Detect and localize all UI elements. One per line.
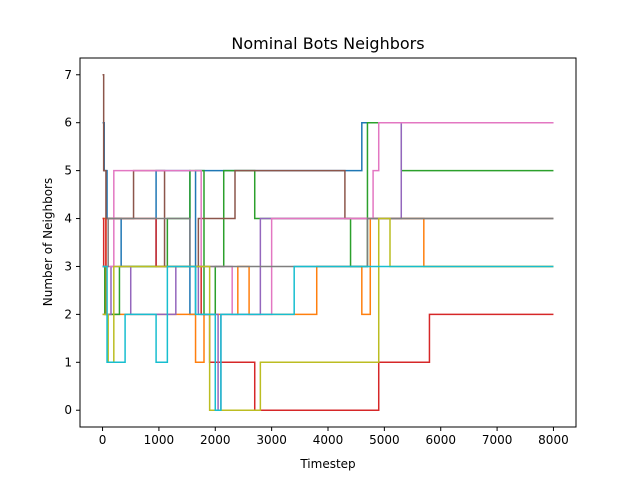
- x-tick-label: 4000: [313, 433, 344, 447]
- x-tick-label: 8000: [538, 433, 569, 447]
- y-tick-label: 1: [64, 355, 72, 369]
- y-tick-label: 6: [64, 116, 72, 130]
- y-tick-label: 0: [64, 403, 72, 417]
- y-tick-label: 4: [64, 212, 72, 226]
- axes-layer: 0 1000 2000 3000 4000 5000 6000 7000 8000 0 1 2 3 4 5 6…: [64, 68, 568, 447]
- plot-frame: [79, 57, 577, 428]
- y-tick-label: 5: [64, 164, 72, 178]
- x-tick-label: 1000: [144, 433, 175, 447]
- x-tick-label: 0: [99, 433, 107, 447]
- x-axis-label: Timestep: [299, 457, 355, 471]
- x-tick-label: 6000: [425, 433, 456, 447]
- y-tick-label: 7: [64, 68, 72, 82]
- series-line-10: [102, 265, 554, 411]
- x-tick-label: 3000: [256, 433, 287, 447]
- series-layer: [102, 74, 554, 411]
- y-tick-label: 3: [64, 259, 72, 273]
- chart-title: Nominal Bots Neighbors: [231, 34, 424, 53]
- x-tick-label: 5000: [369, 433, 400, 447]
- x-tick-label: 7000: [482, 433, 513, 447]
- x-tick-label: 2000: [200, 433, 231, 447]
- y-axis-label: Number of Neighbors: [41, 178, 55, 306]
- y-tick-label: 2: [64, 307, 72, 321]
